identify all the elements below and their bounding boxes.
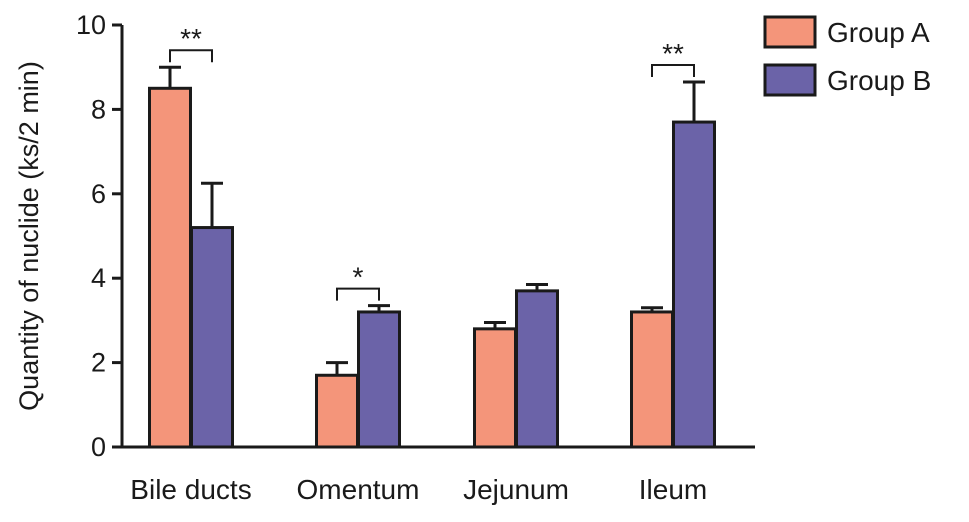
y-tick-label: 2 <box>91 348 106 378</box>
bar-group-a <box>148 86 192 449</box>
bar-group-a <box>315 373 359 449</box>
y-tick-label: 8 <box>91 94 106 124</box>
significance-bracket <box>169 49 213 63</box>
bar-group-b <box>190 226 234 449</box>
legend: Group A Group B <box>763 15 931 97</box>
x-tick-label: Omentum <box>297 474 420 505</box>
y-tick-label: 4 <box>91 263 106 293</box>
bar-group-b <box>357 310 401 449</box>
legend-label-group-b: Group B <box>827 65 931 96</box>
plot-area: ***** <box>148 23 716 449</box>
significance-marker: ** <box>662 38 684 69</box>
bar-group-b <box>672 120 716 449</box>
y-tick-label: 6 <box>91 179 106 209</box>
legend-swatch-group-a <box>763 15 817 49</box>
significance-bracket <box>651 63 695 77</box>
y-axis-label: Quantity of nuclide (ks/2 min) <box>14 61 44 411</box>
x-tick-label: Ileum <box>639 474 707 505</box>
significance-bracket <box>336 287 380 301</box>
legend-label-group-a: Group A <box>827 17 930 48</box>
y-tick-label: 0 <box>91 432 106 462</box>
significance-marker: ** <box>180 23 202 54</box>
bar-group-a <box>473 327 517 449</box>
bar-group-a <box>630 310 674 449</box>
axes: Quantity of nuclide (ks/2 min) 0 2 4 6 8 10 Bil… <box>14 10 755 505</box>
significance-marker: * <box>353 262 364 293</box>
legend-swatch-group-b <box>763 63 817 97</box>
x-tick-label: Jejunum <box>463 474 569 505</box>
x-tick-label: Bile ducts <box>130 474 251 505</box>
bar-group-b <box>515 289 559 449</box>
y-tick-label: 10 <box>76 10 106 40</box>
